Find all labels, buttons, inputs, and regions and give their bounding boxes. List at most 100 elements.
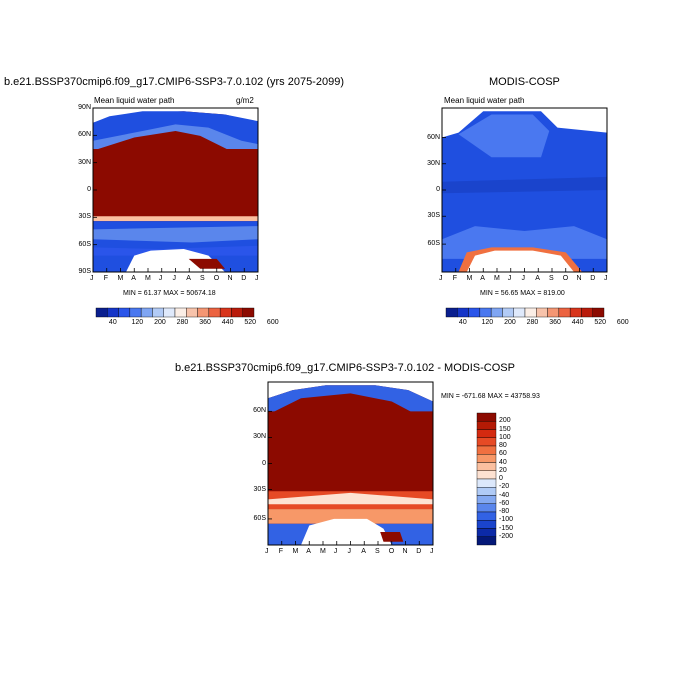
panel2-colorbar: [445, 307, 605, 318]
colorbar-swatch: [476, 437, 497, 447]
contour-region: [93, 108, 258, 123]
colorbar-swatch: [152, 307, 164, 318]
x-tick-label: O: [213, 275, 220, 282]
y-tick-label: 30N: [427, 159, 440, 167]
y-tick-label: 0: [262, 459, 266, 467]
colorbar-swatch: [140, 307, 153, 318]
x-tick-label: N: [576, 275, 582, 282]
colorbar-label: 40: [108, 319, 117, 326]
y-tick-label: 30S: [427, 212, 440, 220]
x-tick-label: D: [241, 275, 247, 282]
y-tick-label: 60N: [78, 131, 91, 139]
x-tick-label: J: [172, 275, 177, 282]
colorbar-swatch: [476, 528, 497, 537]
colorbar-swatch: [197, 307, 210, 318]
contour-region: [93, 130, 258, 218]
contour-region: [442, 108, 607, 138]
colorbar-swatch: [476, 421, 497, 430]
contour-region: [268, 382, 433, 402]
colorbar-label: 0: [499, 475, 503, 482]
colorbar-label: 440: [571, 319, 584, 326]
y-tick-label: 90N: [78, 104, 91, 111]
colorbar-label: 280: [176, 319, 189, 326]
colorbar-swatch: [476, 470, 497, 480]
colorbar-swatch: [547, 307, 560, 318]
colorbar-label: -80: [499, 508, 510, 515]
y-tick-label: 60S: [253, 514, 266, 522]
y-tick-label: 60N: [253, 407, 266, 415]
colorbar-label: 280: [526, 319, 539, 326]
colorbar-label: 150: [499, 425, 511, 433]
colorbar-swatch: [186, 307, 198, 318]
colorbar-swatch: [569, 307, 582, 318]
colorbar-swatch: [242, 307, 255, 318]
y-tick-label: 0: [87, 186, 91, 193]
panel3-plot: [267, 381, 434, 546]
x-tick-label: M: [466, 275, 473, 282]
colorbar-swatch: [445, 307, 458, 318]
contour-region: [301, 518, 392, 545]
panel3-stats: MIN = -671.68 MAX = 43758.93: [441, 393, 540, 400]
x-tick-label: F: [103, 275, 109, 282]
contour-region: [93, 226, 258, 243]
colorbar-label: -20: [499, 483, 510, 491]
colorbar-swatch: [468, 307, 481, 318]
colorbar-label: 360: [549, 319, 561, 326]
x-tick-label: J: [90, 275, 94, 282]
y-tick-label: 60S: [427, 240, 440, 248]
colorbar-label: 360: [199, 319, 211, 326]
y-tick-label: 0: [436, 186, 440, 193]
colorbar-swatch: [129, 307, 142, 318]
colorbar-swatch: [490, 307, 503, 318]
x-tick-label: A: [361, 548, 366, 555]
contour-region: [458, 114, 550, 158]
panel3-title: b.e21.BSSP370cmip6.f09_g17.CMIP6-SSP3-7.…: [175, 362, 515, 374]
colorbar-label: 40: [458, 319, 467, 326]
x-tick-label: N: [402, 548, 408, 555]
panel1-plot: [92, 107, 259, 273]
panel2-plot: [441, 107, 608, 273]
contour-region: [466, 250, 574, 272]
panel1-stats: MIN = 61.37 MAX = 50674.18: [123, 290, 216, 297]
x-tick-label: F: [278, 548, 284, 555]
contour-region: [268, 509, 433, 524]
contour-region: [442, 176, 607, 194]
colorbar-swatch: [502, 307, 514, 318]
colorbar-swatch: [476, 487, 497, 496]
colorbar-label: 200: [504, 319, 516, 326]
colorbar-label: 520: [594, 319, 607, 326]
colorbar-swatch: [513, 307, 526, 318]
x-tick-label: M: [320, 548, 326, 555]
colorbar-swatch: [479, 307, 492, 318]
x-tick-label: A: [480, 275, 485, 282]
x-tick-label: J: [439, 275, 443, 282]
x-tick-label: S: [200, 275, 205, 282]
contour-region: [380, 531, 404, 542]
colorbar-swatch: [476, 503, 497, 513]
y-tick-label: 30N: [253, 433, 266, 441]
x-tick-label: O: [388, 548, 395, 555]
colorbar-swatch: [476, 429, 497, 438]
colorbar-swatch: [95, 307, 108, 318]
colorbar-label: 60: [499, 450, 507, 458]
colorbar-swatch: [476, 495, 497, 504]
y-tick-label: 30S: [253, 485, 266, 493]
colorbar-swatch: [476, 536, 497, 546]
colorbar-swatch: [457, 307, 469, 318]
x-tick-label: A: [186, 275, 191, 282]
colorbar-swatch: [107, 307, 119, 318]
colorbar-label: 20: [499, 466, 507, 474]
x-tick-label: M: [292, 548, 299, 555]
x-tick-label: J: [265, 548, 269, 555]
panel3-colorbar: [476, 412, 497, 546]
colorbar-label: -40: [499, 491, 510, 499]
contour-region: [268, 393, 433, 492]
x-tick-label: J: [604, 275, 608, 282]
colorbar-label: 100: [499, 433, 511, 441]
colorbar-swatch: [476, 412, 497, 422]
colorbar-swatch: [536, 307, 548, 318]
panel1-subtitle: Mean liquid water path: [94, 96, 175, 105]
colorbar-swatch: [524, 307, 537, 318]
contour-region: [188, 258, 225, 269]
x-tick-label: M: [494, 275, 500, 282]
